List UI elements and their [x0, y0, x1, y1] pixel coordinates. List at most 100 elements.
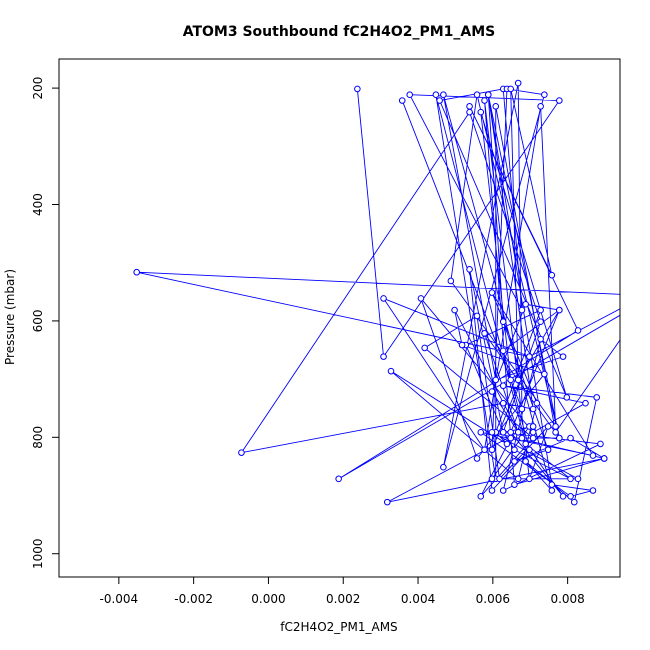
plot-region	[133, 79, 650, 506]
data-point	[507, 85, 515, 93]
data-point	[582, 399, 589, 407]
x-tick-label: 0.004	[401, 592, 435, 606]
data-point	[436, 97, 443, 104]
data-point	[466, 103, 473, 110]
data-point	[537, 103, 544, 110]
x-tick-label: -0.004	[99, 592, 138, 606]
data-point	[552, 423, 559, 430]
data-point	[488, 428, 496, 436]
data-point	[440, 91, 447, 99]
x-axis-label: fC2H4O2_PM1_AMS	[280, 620, 397, 634]
data-point	[507, 428, 515, 436]
data-point	[488, 289, 496, 296]
x-tick-label: 0.008	[550, 592, 584, 606]
data-point	[544, 446, 552, 454]
data-point	[133, 268, 140, 276]
data-point	[567, 475, 574, 483]
data-point	[440, 463, 447, 471]
data-point	[421, 344, 428, 352]
data-point	[466, 108, 473, 116]
data-point	[552, 428, 559, 436]
data-point	[541, 370, 548, 378]
x-tick-label: 0.006	[476, 592, 510, 606]
data-point	[522, 440, 529, 448]
data-point	[507, 434, 515, 442]
y-tick-label: 600	[31, 309, 45, 332]
data-point	[567, 493, 574, 500]
data-point	[387, 367, 395, 375]
data-point	[556, 306, 563, 314]
data-point	[514, 79, 522, 87]
data-point	[537, 318, 544, 326]
data-point	[473, 312, 481, 320]
data-point	[563, 394, 571, 401]
data-point	[548, 481, 556, 488]
data-point	[473, 455, 481, 462]
x-tick-label: 0.002	[326, 592, 360, 606]
data-point	[238, 449, 245, 456]
data-point	[537, 335, 544, 343]
data-point	[556, 97, 563, 104]
data-point	[477, 108, 485, 116]
data-point	[417, 295, 425, 302]
data-point	[526, 475, 533, 483]
data-point	[488, 475, 496, 483]
data-point	[499, 382, 507, 390]
y-tick-label: 400	[31, 193, 45, 216]
data-point	[499, 399, 507, 407]
data-point	[522, 458, 529, 465]
data-point	[458, 341, 466, 349]
data-point	[548, 487, 556, 494]
x-axis: -0.004 -0.002 0.000 0.002 0.004 0.006 0.008	[99, 576, 585, 606]
y-tick-label: 800	[31, 426, 45, 449]
data-point	[646, 296, 650, 302]
data-point	[548, 271, 556, 279]
data-point	[593, 394, 601, 401]
data-point	[477, 493, 485, 500]
data-point	[526, 446, 533, 454]
data-point	[499, 487, 507, 494]
data-point	[533, 399, 541, 407]
data-point	[574, 327, 582, 334]
plot-content	[133, 79, 650, 506]
data-point	[518, 434, 526, 442]
data-point	[529, 434, 537, 442]
data-point	[537, 306, 544, 314]
data-point	[514, 428, 522, 436]
data-point	[529, 405, 537, 413]
data-point	[541, 91, 548, 99]
data-point	[406, 91, 414, 99]
data-point	[499, 428, 507, 436]
data-point	[473, 91, 481, 99]
data-point	[492, 376, 500, 384]
data-point	[380, 353, 387, 360]
data-point	[380, 295, 387, 302]
data-point	[447, 277, 455, 285]
data-point	[511, 481, 518, 488]
data-point	[574, 475, 582, 483]
data-point	[589, 452, 597, 459]
data-point	[484, 91, 492, 99]
data-point	[481, 97, 488, 104]
data-point	[496, 475, 503, 483]
data-point	[354, 85, 361, 93]
data-point	[643, 293, 649, 299]
data-point	[488, 487, 496, 494]
chart-title: ATOM3 Southbound fC2H4O2_PM1_AMS	[183, 24, 496, 40]
data-point	[514, 376, 522, 384]
y-axis: 200 400 600 800 1000	[31, 77, 60, 569]
data-point	[570, 498, 578, 506]
data-point	[522, 300, 529, 308]
data-point	[488, 446, 496, 454]
data-point	[559, 493, 567, 500]
data-point	[518, 306, 526, 314]
data-point	[529, 428, 537, 436]
data-point	[481, 330, 488, 337]
data-point	[499, 347, 507, 355]
data-point	[451, 306, 458, 314]
data-point	[589, 487, 597, 494]
data-point	[481, 446, 488, 454]
data-point	[529, 423, 537, 430]
data-point	[511, 458, 518, 465]
data-point	[492, 103, 500, 110]
